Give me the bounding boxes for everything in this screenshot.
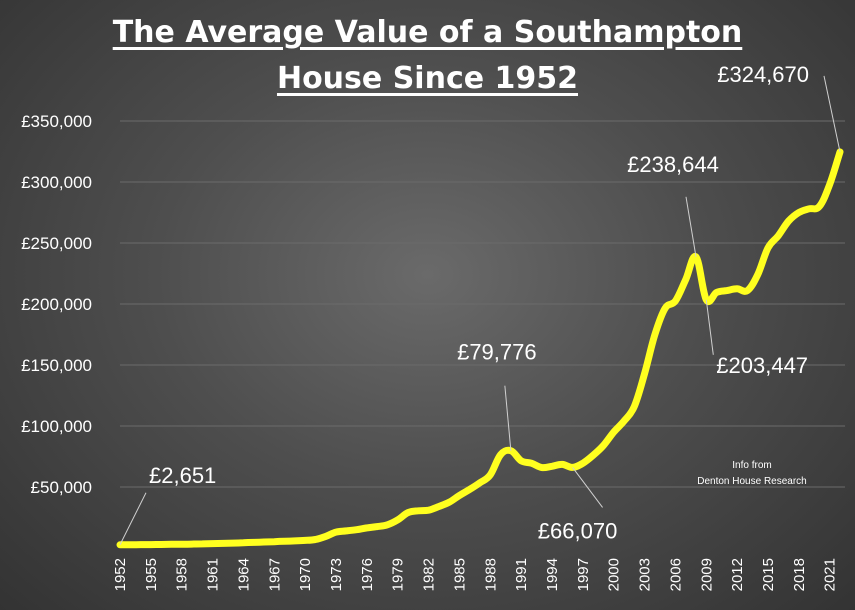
chart-title-line-2: House Since 1952 [276, 61, 579, 96]
y-tick-label: £50,000 [31, 478, 92, 497]
x-tick-label: 1967 [266, 558, 283, 591]
x-tick-label: 1952 [112, 558, 129, 591]
annotation-leader-line [823, 75, 841, 153]
x-axis-tick-labels: 1952 1955 1958 1961 1964 1967 1970 1973 1976 1979… [112, 558, 839, 591]
x-tick-label: 1970 [297, 558, 314, 591]
x-tick-label: 2000 [606, 558, 623, 591]
chart-title-line-1: The Average Value of a Southampton [112, 15, 743, 50]
x-tick-label: 2015 [760, 558, 777, 591]
y-tick-label: £250,000 [21, 234, 92, 253]
annotation-leader-line [572, 467, 603, 508]
y-axis-tick-labels: £50,000 £100,000 £150,000 £200,000 £250,000 £… [21, 112, 92, 497]
value-annotations: £2,651 £79,776 £66,070 £238,644 £203,447 £324… [119, 62, 841, 545]
x-tick-label: 1961 [205, 558, 222, 591]
x-tick-label: 1964 [235, 558, 252, 591]
annotation-leader-line [685, 196, 697, 257]
annotation-label: £238,644 [627, 152, 719, 177]
x-tick-label: 1988 [482, 558, 499, 591]
annotation-label: £2,651 [149, 463, 216, 488]
annotation-label: £203,447 [716, 353, 808, 378]
y-tick-label: £100,000 [21, 417, 92, 436]
average-house-value-line [116, 148, 844, 549]
annotation-leader-line [705, 299, 714, 355]
annotation-label: £66,070 [538, 518, 618, 543]
x-tick-label: 2012 [729, 558, 746, 591]
source-note-line-1: Info from [732, 460, 771, 471]
x-tick-label: 2018 [791, 558, 808, 591]
gridlines [120, 120, 845, 488]
annotation-leader-line [504, 385, 512, 451]
x-tick-label: 2006 [667, 558, 684, 591]
annotation-label: £79,776 [457, 340, 537, 365]
x-tick-label: 1991 [513, 558, 530, 591]
y-tick-label: £350,000 [21, 112, 92, 131]
x-tick-label: 1997 [575, 558, 592, 591]
y-tick-label: £150,000 [21, 356, 92, 375]
x-tick-label: 1994 [544, 558, 561, 591]
annotation-leader-line [119, 492, 147, 545]
x-tick-label: 1979 [390, 558, 407, 591]
x-tick-label: 1976 [359, 558, 376, 591]
x-tick-label: 2021 [822, 558, 839, 591]
x-tick-label: 2009 [698, 558, 715, 591]
y-tick-label: £300,000 [21, 173, 92, 192]
annotation-label: £324,670 [717, 62, 809, 87]
y-tick-label: £200,000 [21, 295, 92, 314]
x-tick-label: 1982 [421, 558, 438, 591]
chart-title: The Average Value of a Southampton House… [0, 10, 855, 102]
source-note-line-2: Denton House Research [697, 476, 807, 487]
x-tick-label: 1958 [174, 558, 191, 591]
x-tick-label: 2003 [637, 558, 654, 591]
x-tick-label: 1985 [451, 558, 468, 591]
x-tick-label: 1973 [328, 558, 345, 591]
x-tick-label: 1955 [143, 558, 160, 591]
